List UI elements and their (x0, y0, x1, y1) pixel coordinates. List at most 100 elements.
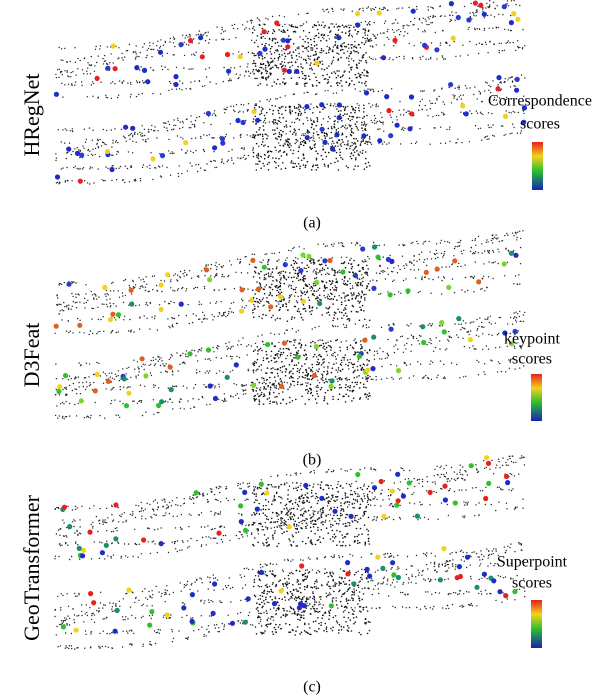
point (255, 103, 256, 104)
point (350, 25, 351, 26)
point (170, 83, 171, 84)
point (418, 110, 419, 111)
point (311, 137, 313, 139)
point (205, 40, 206, 41)
point (272, 367, 274, 369)
point (274, 58, 276, 60)
point (99, 48, 100, 49)
point (359, 278, 361, 280)
point (269, 394, 271, 396)
point (281, 292, 283, 294)
point (283, 352, 285, 354)
point (363, 10, 364, 11)
point (286, 474, 287, 475)
point (312, 84, 314, 86)
point (364, 394, 366, 396)
point (337, 85, 339, 87)
point (170, 301, 171, 302)
point (129, 181, 130, 182)
point (302, 78, 304, 80)
point (240, 158, 241, 159)
point (428, 324, 429, 325)
point (486, 44, 487, 45)
point (292, 153, 294, 155)
point (335, 356, 336, 357)
point (224, 393, 225, 394)
keypoint (111, 43, 116, 48)
keypoint (213, 396, 218, 401)
point (352, 382, 354, 384)
point (139, 69, 140, 70)
point (295, 399, 297, 401)
point (282, 131, 284, 133)
point (382, 143, 383, 144)
point (333, 353, 334, 354)
point (281, 271, 282, 272)
keypoint (255, 118, 260, 123)
point (146, 284, 147, 285)
point (207, 359, 208, 360)
point (210, 302, 211, 303)
point (334, 116, 336, 118)
point (146, 166, 147, 167)
point (306, 354, 308, 356)
point (368, 283, 370, 285)
point (139, 317, 140, 318)
point (291, 26, 293, 28)
point (324, 165, 326, 167)
point (515, 232, 516, 233)
point (75, 297, 76, 298)
point (126, 50, 127, 51)
point (157, 412, 158, 413)
point (255, 301, 257, 303)
point (505, 43, 506, 44)
point (261, 364, 263, 366)
point (122, 403, 123, 404)
point (184, 272, 185, 273)
point (72, 151, 73, 152)
point (264, 158, 266, 160)
point (123, 386, 124, 387)
point (356, 311, 358, 313)
point (454, 248, 455, 249)
point (499, 363, 500, 364)
point (120, 389, 121, 390)
point (267, 18, 268, 19)
point (295, 133, 296, 134)
point (333, 317, 335, 319)
point (313, 259, 315, 261)
point (180, 277, 181, 278)
point (325, 265, 327, 267)
point (379, 358, 380, 359)
point (370, 8, 371, 9)
point (176, 323, 177, 324)
point (211, 264, 212, 265)
point (448, 331, 449, 332)
point (354, 377, 356, 379)
point (109, 62, 110, 63)
point (68, 332, 69, 333)
point (140, 52, 141, 53)
point (213, 151, 214, 152)
point (317, 167, 319, 169)
point (70, 72, 71, 73)
point (478, 91, 479, 92)
point (259, 114, 261, 116)
point (92, 130, 93, 131)
point (369, 376, 370, 377)
point (81, 506, 82, 507)
point (174, 386, 175, 387)
point (76, 75, 77, 76)
point (387, 268, 388, 269)
point (347, 359, 349, 361)
point (446, 348, 447, 349)
point (471, 247, 472, 248)
point (66, 306, 67, 307)
point (264, 144, 265, 145)
point (281, 354, 282, 355)
point (127, 50, 128, 51)
point (368, 162, 370, 164)
point (169, 359, 170, 360)
point (286, 154, 288, 156)
point (74, 47, 75, 48)
